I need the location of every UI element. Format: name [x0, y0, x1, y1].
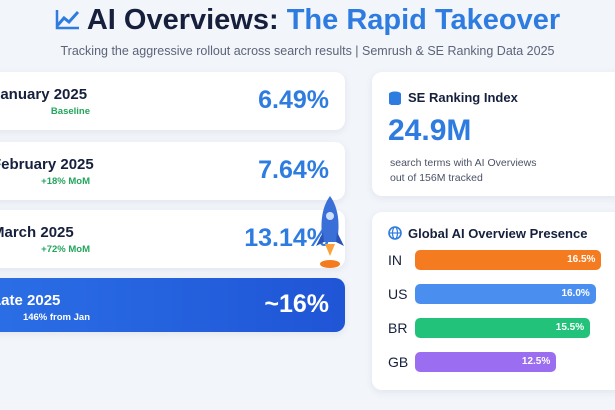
chart-title: Global AI Overview Presence	[408, 226, 588, 241]
value-label: 15.5%	[555, 322, 585, 333]
title: AI Overviews: The Rapid Takeover	[0, 4, 615, 37]
title-accent: The Rapid Takeover	[286, 4, 561, 36]
index-line: out of 156M tracked	[390, 172, 483, 184]
period-value: 6.49%	[258, 86, 329, 114]
presence-card: Global AI Overview Presence IN 16.5% US 16.…	[372, 212, 615, 390]
title-main: AI Overviews:	[86, 4, 279, 36]
period-label: March 2025	[0, 224, 74, 241]
period-label: Late 2025	[0, 292, 61, 309]
globe-icon	[388, 226, 402, 240]
chart-icon	[55, 10, 79, 30]
bar: 15.5%	[415, 318, 591, 338]
index-title: SE Ranking Index	[408, 90, 518, 105]
period-value: 13.14%	[244, 224, 329, 252]
category-label: GB	[388, 354, 409, 370]
period-value: 7.64%	[258, 156, 329, 184]
db-icon	[389, 91, 401, 105]
rocket	[316, 196, 344, 268]
category-label: BR	[388, 320, 408, 336]
timeline-card: Late 2025 146% from Jan ~16%	[0, 278, 345, 332]
category-label: IN	[388, 252, 402, 268]
period-value: ~16%	[264, 290, 329, 318]
period-label: January 2025	[0, 86, 88, 103]
index-line: search terms with AI Overviews	[390, 157, 537, 169]
subtitle: Tracking the aggressive rollout across s…	[60, 44, 555, 58]
period-label: February 2025	[0, 156, 94, 173]
index-note: search terms with AI Overviews out of 156…	[390, 156, 536, 186]
period-note: Baseline	[50, 106, 90, 117]
value-label: 12.5%	[521, 356, 551, 367]
index-card: SE Ranking Index 24.9M search terms with…	[372, 72, 615, 196]
bar: 16.5%	[415, 250, 602, 270]
index-value: 24.9M	[388, 114, 472, 147]
period-note: +18% MoM	[41, 176, 90, 187]
value-label: 16.5%	[567, 254, 596, 265]
bar: 12.5%	[415, 352, 557, 372]
category-label: US	[388, 286, 408, 302]
period-note: 146% from Jan	[22, 312, 90, 323]
value-label: 16.0%	[561, 288, 590, 299]
timeline-card: February 2025 +18% MoM 7.64%	[0, 142, 345, 200]
timeline-card: January 2025 Baseline 6.49%	[0, 72, 345, 130]
bar: 16.0%	[415, 284, 596, 304]
period-note: +72% MoM	[41, 244, 90, 255]
timeline-card: March 2025 +72% MoM 13.14%	[0, 210, 345, 268]
